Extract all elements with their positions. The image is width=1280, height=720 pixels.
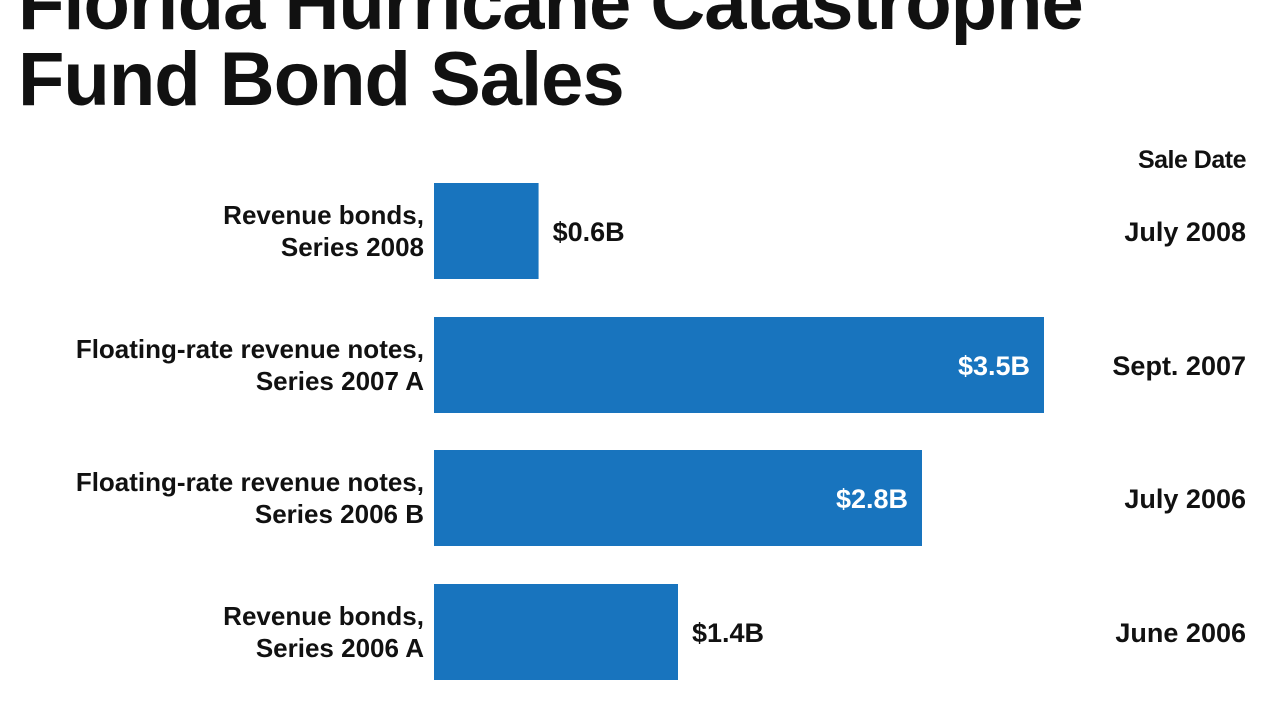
category-label-0-line-1: Series 2008: [281, 232, 424, 262]
value-label-2: $2.8B: [836, 484, 908, 514]
value-label-1: $3.5B: [958, 351, 1030, 381]
sale-date-1: Sept. 2007: [1112, 351, 1246, 381]
category-label-3-line-0: Revenue bonds,: [223, 601, 424, 631]
category-label-0-line-0: Revenue bonds,: [223, 200, 424, 230]
bar-2: [434, 450, 922, 546]
value-label-0: $0.6B: [553, 217, 625, 247]
chart-title-line-1: Florida Hurricane Catastrophe: [18, 0, 1084, 46]
category-label-3-line-1: Series 2006 A: [256, 633, 424, 663]
sale-date-2: July 2006: [1124, 484, 1246, 514]
category-label-1-line-1: Series 2007 A: [256, 366, 424, 396]
chart-title-line-2: Fund Bond Sales: [18, 37, 625, 122]
bar-3: [434, 584, 678, 680]
bar-0: [434, 183, 539, 279]
category-label-2-line-1: Series 2006 B: [255, 499, 424, 529]
sale-date-column-header: Sale Date: [1137, 146, 1247, 174]
category-label-1-line-0: Floating-rate revenue notes,: [76, 334, 424, 364]
category-label-2-line-0: Floating-rate revenue notes,: [76, 467, 424, 497]
bar-1: [434, 317, 1044, 413]
sale-date-3: June 2006: [1115, 618, 1246, 648]
value-label-3: $1.4B: [692, 618, 764, 648]
sale-date-0: July 2008: [1124, 217, 1246, 247]
